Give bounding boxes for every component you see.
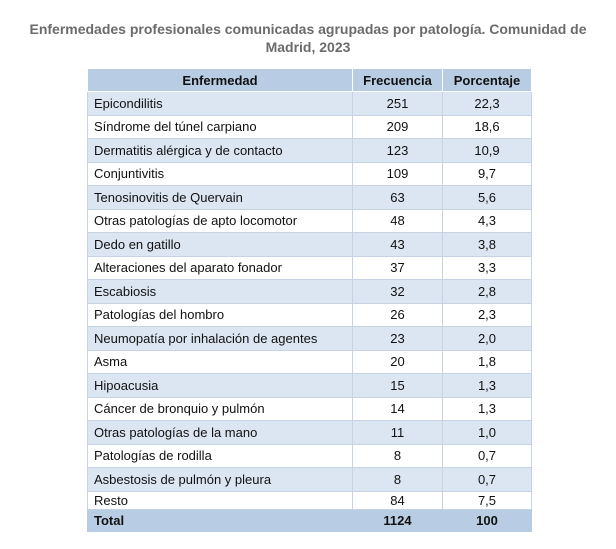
percentage-cell: 4,3 xyxy=(442,208,532,233)
table-row: Dermatitis alérgica y de contacto 123 10,9 xyxy=(87,138,532,163)
frequency-cell: 32 xyxy=(352,279,443,304)
table-row: Otras patologías de apto locomotor 48 4,3 xyxy=(87,208,532,233)
percentage-cell: 2,8 xyxy=(442,279,532,304)
table-row: Conjuntivitis 109 9,7 xyxy=(87,161,532,186)
disease-cell: Patologías de rodilla xyxy=(87,443,353,468)
percentage-cell: 10,9 xyxy=(442,138,532,163)
frequency-cell: 8 xyxy=(352,467,443,492)
header-frecuencia: Frecuencia xyxy=(352,68,443,92)
pathology-table: Enfermedad Frecuencia Porcentaje Epicond… xyxy=(87,68,532,532)
disease-cell: Dedo en gatillo xyxy=(87,232,353,257)
frequency-cell: 20 xyxy=(352,349,443,374)
percentage-cell: 3,8 xyxy=(442,232,532,257)
disease-cell: Conjuntivitis xyxy=(87,161,353,186)
frequency-cell: 63 xyxy=(352,185,443,210)
disease-cell: Asbestosis de pulmón y pleura xyxy=(87,467,353,492)
disease-cell: Escabiosis xyxy=(87,279,353,304)
disease-cell: Hipoacusia xyxy=(87,373,353,398)
table-row: Resto 84 7,5 xyxy=(87,490,532,510)
frequency-cell: 23 xyxy=(352,326,443,351)
frequency-cell: 14 xyxy=(352,396,443,421)
percentage-cell: 0,7 xyxy=(442,443,532,468)
frequency-cell: 123 xyxy=(352,138,443,163)
percentage-cell: 1,8 xyxy=(442,349,532,374)
total-label: Total xyxy=(87,508,353,532)
disease-cell: Otras patologías de apto locomotor xyxy=(87,208,353,233)
frequency-cell: 11 xyxy=(352,420,443,445)
disease-cell: Patologías del hombro xyxy=(87,302,353,327)
total-frequency: 1124 xyxy=(352,508,443,532)
table-row: Epicondilitis 251 22,3 xyxy=(87,91,532,116)
percentage-cell: 2,0 xyxy=(442,326,532,351)
table-row: Tenosinovitis de Quervain 63 5,6 xyxy=(87,185,532,210)
percentage-cell: 1,3 xyxy=(442,373,532,398)
table-row: Patologías de rodilla 8 0,7 xyxy=(87,443,532,468)
frequency-cell: 251 xyxy=(352,91,443,116)
header-enfermedad: Enfermedad xyxy=(87,68,353,92)
table-row: Dedo en gatillo 43 3,8 xyxy=(87,232,532,257)
percentage-cell: 2,3 xyxy=(442,302,532,327)
disease-cell: Dermatitis alérgica y de contacto xyxy=(87,138,353,163)
table-row: Síndrome del túnel carpiano 209 18,6 xyxy=(87,114,532,139)
table-row: Asma 20 1,8 xyxy=(87,349,532,374)
frequency-cell: 209 xyxy=(352,114,443,139)
table-row: Cáncer de bronquio y pulmón 14 1,3 xyxy=(87,396,532,421)
frequency-cell: 109 xyxy=(352,161,443,186)
disease-cell: Otras patologías de la mano xyxy=(87,420,353,445)
table-row: Neumopatía por inhalación de agentes 23 2,… xyxy=(87,326,532,351)
table-row: Asbestosis de pulmón y pleura 8 0,7 xyxy=(87,467,532,492)
percentage-cell: 9,7 xyxy=(442,161,532,186)
table-title: Enfermedades profesionales comunicadas a… xyxy=(29,21,587,55)
disease-cell: Asma xyxy=(87,349,353,374)
frequency-cell: 37 xyxy=(352,255,443,280)
percentage-cell: 22,3 xyxy=(442,91,532,116)
percentage-cell: 1,3 xyxy=(442,396,532,421)
percentage-cell: 5,6 xyxy=(442,185,532,210)
table-row: Escabiosis 32 2,8 xyxy=(87,279,532,304)
table-row: Hipoacusia 15 1,3 xyxy=(87,373,532,398)
percentage-cell: 0,7 xyxy=(442,467,532,492)
percentage-cell: 1,0 xyxy=(442,420,532,445)
disease-cell: Alteraciones del aparato fonador xyxy=(87,255,353,280)
percentage-cell: 18,6 xyxy=(442,114,532,139)
percentage-cell: 3,3 xyxy=(442,255,532,280)
frequency-cell: 8 xyxy=(352,443,443,468)
frequency-cell: 15 xyxy=(352,373,443,398)
header-porcentaje: Porcentaje xyxy=(442,68,532,92)
table-row: Otras patologías de la mano 11 1,0 xyxy=(87,420,532,445)
total-percentage: 100 xyxy=(442,508,532,532)
table-row: Alteraciones del aparato fonador 37 3,3 xyxy=(87,255,532,280)
disease-cell: Epicondilitis xyxy=(87,91,353,116)
frequency-cell: 43 xyxy=(352,232,443,257)
disease-cell: Neumopatía por inhalación de agentes xyxy=(87,326,353,351)
disease-cell: Resto xyxy=(87,490,353,510)
percentage-cell: 7,5 xyxy=(442,490,532,510)
disease-cell: Cáncer de bronquio y pulmón xyxy=(87,396,353,421)
disease-cell: Tenosinovitis de Quervain xyxy=(87,185,353,210)
disease-cell: Síndrome del túnel carpiano xyxy=(87,114,353,139)
total-row: Total 1124 100 xyxy=(87,508,532,532)
table-row: Patologías del hombro 26 2,3 xyxy=(87,302,532,327)
frequency-cell: 26 xyxy=(352,302,443,327)
frequency-cell: 84 xyxy=(352,490,443,510)
frequency-cell: 48 xyxy=(352,208,443,233)
